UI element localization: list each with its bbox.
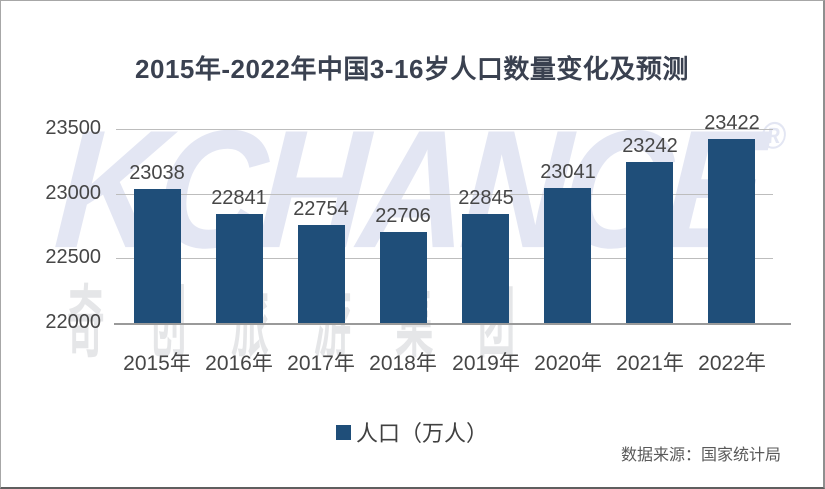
bar-value-label: 22841 [211,187,267,209]
bar-2020年 [544,188,591,323]
y-tick-label-23000: 23000 [45,182,101,204]
bar-2017年 [298,225,345,323]
bar-value-label: 23038 [129,162,185,184]
bar-2015年 [134,189,181,323]
y-tick-label-22000: 22000 [45,311,101,333]
chart-title: 2015年-2022年中国3-16岁人口数量变化及预测 [135,54,689,84]
bar-2021年 [626,162,673,323]
x-axis-label-2017年: 2017年 [287,352,355,375]
gridline-22500 [116,258,773,259]
bar-value-label: 22754 [293,198,349,220]
gridline-23000 [116,194,773,195]
y-tick-label-23500: 23500 [45,117,101,139]
legend-swatch [335,424,351,440]
x-axis-label-2018年: 2018年 [369,352,437,375]
x-axis-label-2020年: 2020年 [534,352,602,375]
bar-value-label: 22845 [458,187,514,209]
x-axis-label-2022年: 2022年 [698,352,766,375]
x-axis-label-2015年: 2015年 [123,352,191,375]
bar-2016年 [216,214,263,323]
x-axis-line [114,323,791,325]
x-axis-label-2016年: 2016年 [205,352,273,375]
bar-value-label: 23422 [704,112,760,134]
data-source-note: 数据来源：国家统计局 [620,447,781,464]
gridline-23500 [116,129,773,130]
legend-label: 人口（万人） [355,421,488,446]
bar-2018年 [380,232,427,323]
x-axis-label-2019年: 2019年 [452,352,520,375]
bar-value-label: 23041 [540,161,596,183]
bar-2022年 [708,139,755,323]
bar-value-label: 23242 [622,135,678,157]
y-tick-label-22500: 22500 [45,246,101,268]
bar-2019年 [462,214,509,323]
x-axis-label-2021年: 2021年 [616,352,684,375]
legend: 人口（万人） [1,416,823,448]
bar-value-label: 22706 [375,205,431,227]
